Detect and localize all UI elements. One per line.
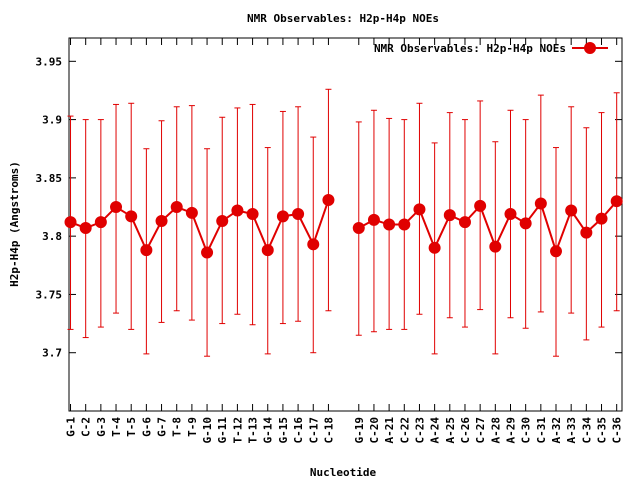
data-point: [64, 216, 77, 229]
data-point: [565, 204, 578, 217]
data-point: [352, 221, 365, 234]
data-point: [94, 216, 107, 229]
x-tick-label: T-5: [125, 417, 138, 437]
y-tick-label: 3.95: [36, 55, 63, 68]
data-point: [110, 201, 123, 214]
x-tick-label: T-13: [247, 417, 260, 444]
x-tick-label: C-30: [520, 417, 533, 444]
legend-label: NMR Observables: H2p-H4p NOEs: [374, 42, 566, 55]
x-tick-label: A-32: [550, 417, 563, 444]
x-tick-label: C-34: [580, 417, 593, 444]
x-tick-label: C-36: [611, 417, 624, 444]
data-point: [261, 244, 274, 257]
x-tick-label: G-10: [201, 417, 214, 444]
data-point: [383, 218, 396, 231]
x-tick-label: A-28: [489, 417, 502, 444]
series-layer: [64, 88, 623, 357]
x-ticks: G-1 C-2 G-3 T-4 T-5 G-6 G-7 T-8 T-9 G-10 G-11 T-12 T…: [65, 38, 624, 444]
data-point: [231, 204, 244, 217]
data-point: [201, 246, 214, 259]
plot-frame: [68, 37, 623, 412]
x-tick-label: G-7: [156, 417, 169, 437]
data-point: [170, 201, 183, 214]
x-tick-label: T-4: [110, 417, 123, 437]
y-ticks: 3.7 3.75 3.8 3.85 3.9 3.95: [36, 55, 622, 360]
x-tick-label: C-17: [307, 417, 320, 444]
y-axis-label: H2p-H4p (Angstroms): [8, 161, 21, 287]
x-tick-label: G-1: [65, 417, 78, 437]
data-point: [580, 226, 593, 239]
x-tick-label: C-2: [80, 417, 93, 437]
data-point: [155, 215, 168, 228]
chart-title: NMR Observables: H2p-H4p NOEs: [247, 12, 439, 25]
data-point: [489, 240, 502, 253]
x-tick-label: C-26: [459, 417, 472, 444]
x-tick-label: C-23: [413, 417, 426, 444]
x-tick-label: T-12: [231, 417, 244, 444]
data-point: [443, 209, 456, 222]
legend: NMR Observables: H2p-H4p NOEs: [374, 42, 608, 55]
data-point: [398, 218, 411, 231]
data-point: [428, 241, 441, 254]
x-tick-label: T-8: [171, 417, 184, 437]
x-tick-label: C-27: [474, 417, 487, 444]
data-point: [322, 194, 335, 207]
x-tick-label: A-24: [429, 417, 442, 444]
x-tick-label: A-21: [383, 417, 396, 444]
y-tick-label: 3.7: [42, 347, 62, 360]
x-tick-label: C-20: [368, 417, 381, 444]
data-point: [519, 217, 532, 230]
x-tick-label: C-18: [322, 417, 335, 444]
data-point: [140, 244, 153, 257]
data-point: [216, 215, 229, 228]
data-point: [125, 210, 138, 223]
data-point: [79, 221, 92, 234]
x-tick-label: G-6: [140, 417, 153, 437]
data-point: [504, 208, 517, 221]
data-point: [185, 206, 198, 219]
y-tick-label: 3.85: [36, 172, 63, 185]
series-line: [70, 199, 330, 255]
x-tick-label: G-14: [262, 417, 275, 444]
data-point: [474, 199, 487, 212]
x-tick-label: A-25: [444, 417, 457, 444]
data-point: [246, 208, 259, 221]
x-tick-label: G-15: [277, 417, 290, 444]
data-point: [534, 197, 547, 210]
x-tick-label: G-19: [353, 417, 366, 444]
legend-marker: [584, 42, 596, 54]
data-point: [610, 195, 623, 208]
x-axis-label: Nucleotide: [310, 466, 377, 479]
x-tick-label: T-9: [186, 417, 199, 437]
data-point: [307, 238, 320, 251]
x-tick-label: A-29: [504, 417, 517, 444]
x-tick-label: C-16: [292, 417, 305, 444]
data-point: [276, 210, 289, 223]
x-tick-label: C-31: [535, 417, 548, 444]
x-tick-label: C-22: [398, 417, 411, 444]
y-tick-label: 3.9: [42, 114, 62, 127]
series-line: [358, 200, 618, 255]
x-tick-label: G-3: [95, 417, 108, 437]
x-tick-label: A-33: [565, 417, 578, 444]
data-point: [458, 216, 471, 229]
data-point: [413, 203, 426, 216]
x-tick-label: G-11: [216, 417, 229, 444]
y-tick-label: 3.75: [36, 288, 63, 301]
data-point: [595, 212, 608, 225]
y-tick-label: 3.8: [42, 230, 62, 243]
data-point: [292, 208, 305, 221]
data-point: [550, 245, 563, 258]
x-tick-label: C-35: [596, 417, 609, 444]
data-point: [367, 213, 380, 226]
